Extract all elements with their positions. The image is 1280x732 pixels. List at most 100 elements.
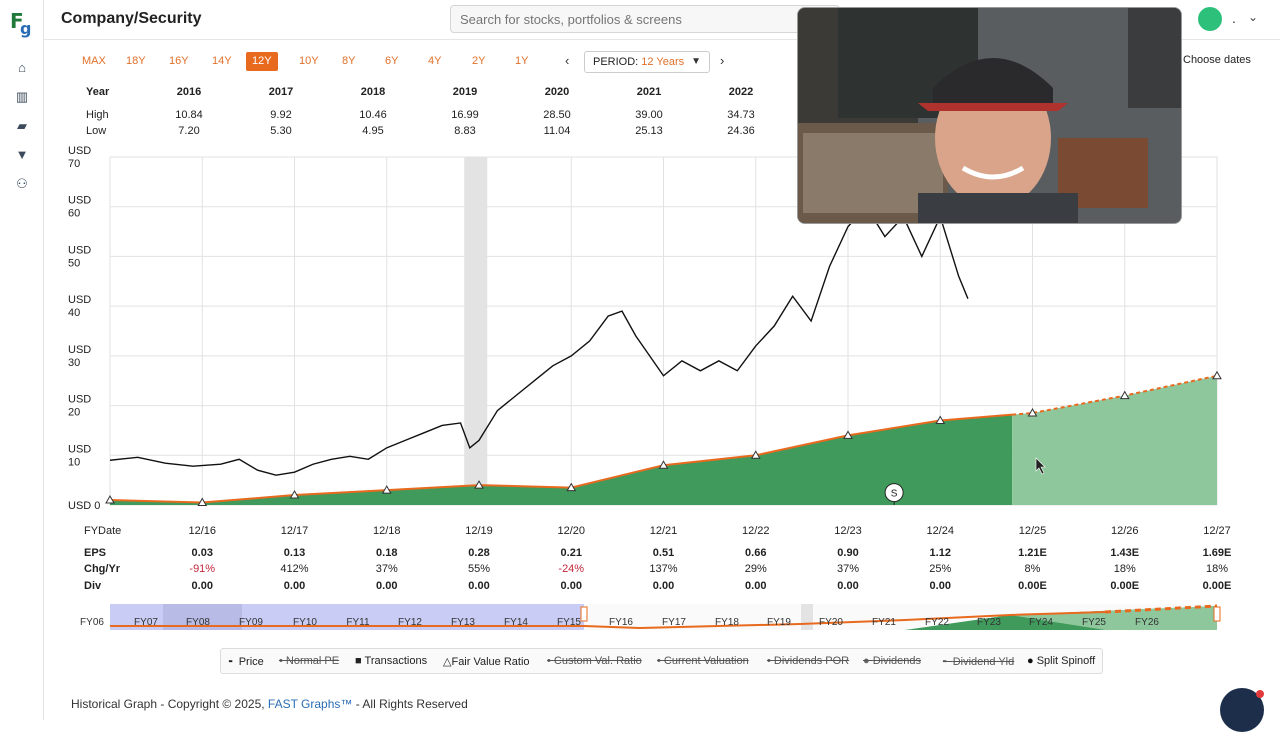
eps-label: EPS	[84, 547, 107, 559]
low-value: 11.04	[543, 125, 571, 137]
fydate-label: FYDate	[84, 525, 122, 537]
chg-value: 18%	[1205, 563, 1229, 575]
dot-icon: •	[279, 655, 286, 667]
fair-value-area-historic	[110, 414, 1013, 505]
legend-item-normal-pe[interactable]: • Normal PE	[279, 655, 339, 667]
eps-value: 0.90	[837, 547, 859, 559]
user-name[interactable]: .	[1232, 10, 1236, 26]
legend-item-fair-value-ratio[interactable]: △Fair Value Ratio	[443, 655, 530, 668]
webcam-video-overlay[interactable]	[797, 7, 1182, 224]
fair-value-point[interactable]	[750, 450, 761, 459]
chg-value: 137%	[649, 563, 678, 575]
fair-value-point[interactable]	[1027, 408, 1038, 417]
div-value: 0.00	[191, 580, 213, 592]
chg-value: 37%	[836, 563, 860, 575]
legend-item-price[interactable]: ╸ Price	[229, 655, 264, 668]
range-button-8y[interactable]: 8Y	[342, 55, 356, 67]
year-header: 2019	[452, 86, 478, 98]
legend-item-dividends[interactable]: ● Dividends	[863, 655, 921, 667]
chg-label: Chg/Yr	[84, 563, 121, 575]
div-value: 0.00	[283, 580, 306, 592]
users-icon[interactable]: ⚇	[16, 176, 28, 191]
footer: Historical Graph - Copyright © 2025, FAS…	[71, 697, 468, 711]
div-value: 0.00E	[1110, 580, 1140, 592]
fair-value-point[interactable]	[566, 482, 577, 492]
chg-value: -24%	[558, 563, 585, 575]
chg-value: 18%	[1113, 563, 1136, 575]
low-value: 24.36	[727, 125, 755, 137]
fair-value-point[interactable]	[658, 460, 669, 469]
filter-icon[interactable]: ▼	[15, 147, 29, 162]
high-value: 16.99	[451, 109, 479, 121]
range-button-18y[interactable]: 18Y	[126, 55, 146, 67]
legend-item-label: Current Valuation	[663, 655, 749, 667]
legend-item-split-spinoff[interactable]: ● Split Spinoff	[1027, 655, 1095, 667]
chg-value: 25%	[929, 563, 952, 575]
range-button-10y[interactable]: 10Y	[299, 55, 319, 67]
range-button-2y[interactable]: 2Y	[472, 55, 486, 67]
legend-item-dividend-yld[interactable]: ╸ Dividend Yld	[943, 655, 1014, 668]
legend-item-label: Fair Value Ratio	[451, 656, 530, 668]
year-header: 2017	[268, 86, 294, 98]
year-header: 2021	[636, 86, 662, 98]
fair-value-point[interactable]	[1212, 370, 1222, 380]
fair-value-point[interactable]	[1119, 390, 1130, 400]
fair-value-point[interactable]	[474, 480, 484, 489]
range-button-14y[interactable]: 14Y	[212, 55, 232, 67]
eps-value: 0.28	[468, 547, 490, 559]
triangle-icon: △	[443, 656, 452, 668]
chevron-down-icon[interactable]: ⌄	[1248, 10, 1259, 24]
fastgraphs-link[interactable]: FAST Graphs™	[267, 697, 353, 711]
x-tick-label: 12/18	[372, 525, 401, 537]
chevron-right-icon[interactable]: ›	[720, 53, 725, 68]
range-button-1y[interactable]: 1Y	[515, 55, 529, 67]
fair-value-point[interactable]	[381, 485, 392, 494]
range-button-max[interactable]: MAX	[82, 55, 106, 67]
fair-value-point[interactable]	[197, 497, 208, 507]
legend-item-custom-val-ratio[interactable]: • Custom Val. Ratio	[547, 655, 642, 667]
chg-value: 412%	[280, 563, 309, 575]
fair-value-point[interactable]	[105, 495, 115, 504]
fair-value-point[interactable]	[843, 430, 853, 439]
range-button-16y[interactable]: 16Y	[169, 55, 189, 67]
legend-item-transactions[interactable]: ■ Transactions	[355, 655, 427, 667]
eps-value: 0.21	[560, 547, 582, 559]
high-label: High	[86, 109, 109, 121]
x-tick-label: 12/21	[649, 525, 678, 537]
home-icon[interactable]: ⌂	[18, 60, 26, 75]
briefcase-icon[interactable]: ▰	[17, 118, 27, 133]
range-button-12y[interactable]: 12Y	[246, 52, 278, 71]
fair-value-point[interactable]	[289, 490, 300, 499]
period-select[interactable]: PERIOD: 12 Years ▼	[584, 51, 710, 73]
low-value: 4.95	[362, 125, 384, 137]
eps-value: 0.51	[652, 547, 675, 559]
chg-value: 55%	[467, 563, 491, 575]
x-tick-label: 12/27	[1203, 525, 1231, 537]
square-icon: ■	[355, 655, 365, 667]
chart-icon[interactable]: ▥	[15, 89, 29, 104]
choose-dates-link[interactable]: Choose dates	[1183, 54, 1251, 66]
legend-item-dividends-por[interactable]: • Dividends POR	[767, 655, 849, 667]
chg-value: -91%	[189, 563, 216, 575]
chevron-left-icon[interactable]: ‹	[565, 53, 570, 68]
y-tick-unit: USD	[68, 443, 91, 455]
split-marker[interactable]	[884, 483, 904, 503]
eps-value: 0.18	[376, 547, 398, 559]
range-button-6y[interactable]: 6Y	[385, 55, 399, 67]
avatar[interactable]	[1198, 7, 1222, 31]
div-value: 0.00	[929, 580, 951, 592]
page-title: Company/Security	[61, 10, 202, 27]
legend-item-label: Dividends POR	[773, 655, 850, 667]
split-marker-label: S	[891, 489, 898, 500]
range-button-4y[interactable]: 4Y	[428, 55, 442, 67]
legend-item-current-valuation[interactable]: • Current Valuation	[657, 655, 749, 667]
year-header: 2022	[728, 86, 754, 98]
notification-badge	[1256, 690, 1264, 698]
search-input[interactable]	[450, 5, 840, 33]
dash-icon: ╸	[943, 656, 953, 668]
legend-item-label: Split Spinoff	[1036, 655, 1096, 667]
fair-value-point[interactable]	[935, 415, 946, 424]
